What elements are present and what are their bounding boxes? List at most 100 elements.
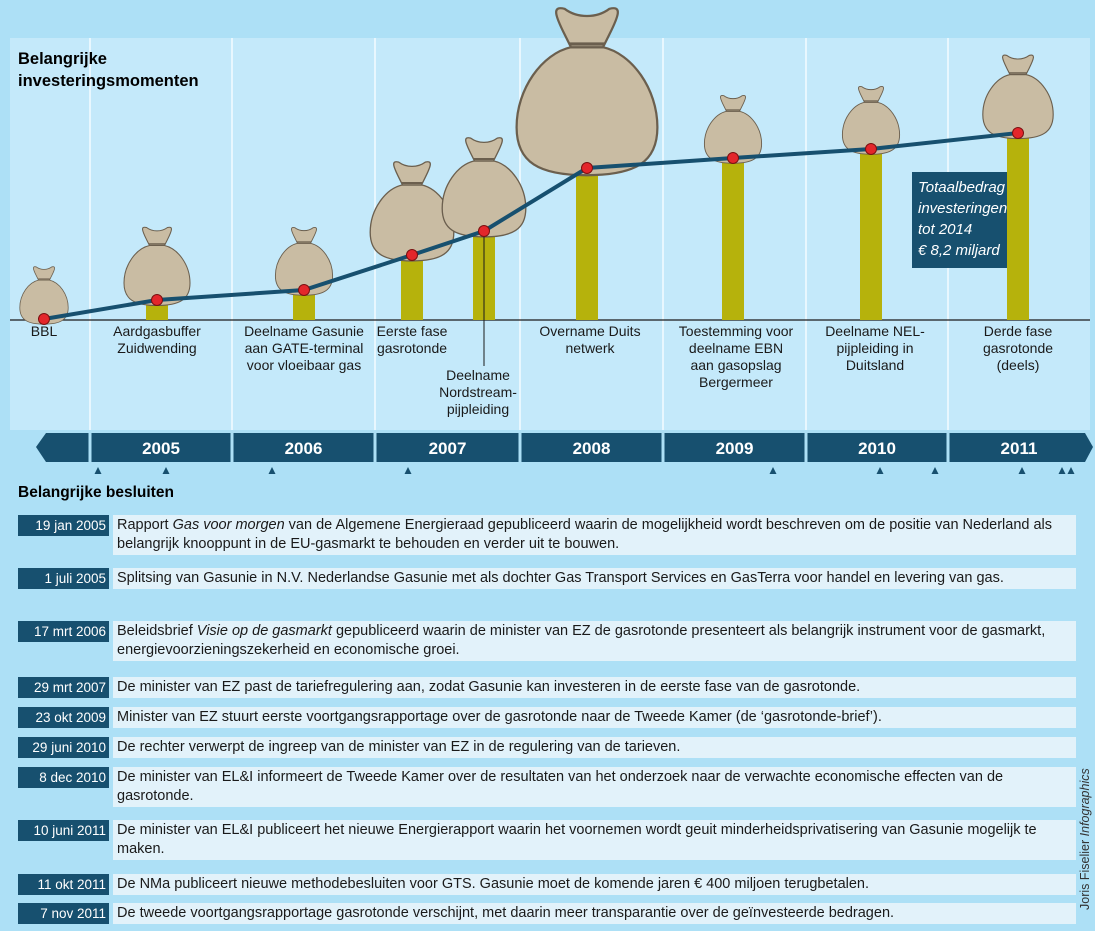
bar [401,255,423,320]
bar [576,168,598,320]
annotation: Totaalbedrag [918,179,1006,196]
dot [728,153,739,164]
event-label: Overname Duits [539,323,640,339]
year-label: 2008 [573,439,611,458]
decision-text-pre: De minister van EL&I informeert de Tweed… [117,769,1003,804]
infographic: BelangrijkeinvesteringsmomentenBBLAardga… [0,0,1095,931]
sack [517,8,658,175]
decision-date: 10 juni 2011 [18,820,109,841]
title: investeringsmomenten [18,72,199,90]
decision-text-em: Gas voor morgen [173,517,285,533]
event-label: Deelname Gasunie [244,323,364,339]
decision-marker [405,467,412,474]
event-label: Eerste fase [377,323,448,339]
event-label: aan GATE-terminal [245,340,364,356]
decision-date: 1 juli 2005 [18,568,109,589]
decision-row: 29 mrt 2007 De minister van EZ past de ta… [18,677,1076,698]
event-label: aan gasopslag [690,357,781,373]
decision-row: 23 okt 2009 Minister van EZ stuurt eerste… [18,707,1076,728]
decision-date: 23 okt 2009 [18,707,109,728]
decision-text-pre: De minister van EZ past de tariefreguler… [117,679,860,695]
decision-text: De NMa publiceert nieuwe methodebesluite… [113,874,1076,895]
decision-text: De tweede voortgangsrapportage gasrotond… [113,903,1076,924]
decision-text: Minister van EZ stuurt eerste voortgangs… [113,707,1076,728]
event-label: Derde fase [984,323,1053,339]
decision-text: De minister van EL&I informeert de Tweed… [113,767,1076,807]
event-label: (deels) [997,357,1040,373]
event-label: Duitsland [846,357,904,373]
year-label: 2011 [1001,439,1038,458]
decisions-title: Belangrijke besluiten [18,484,174,502]
decision-marker [1059,467,1066,474]
decision-row: 1 juli 2005 Splitsing van Gasunie in N.V.… [18,568,1076,589]
title: Belangrijke [18,50,107,68]
event-label: deelname EBN [689,340,783,356]
decision-date: 7 nov 2011 [18,903,109,924]
decision-marker [770,467,777,474]
decision-text-pre: Splitsing van Gasunie in N.V. Nederlands… [117,570,1004,586]
credit-name: Joris Fiselier [1078,840,1092,910]
year-band [36,433,1093,462]
event-label: Bergermeer [699,374,773,390]
dot [152,295,163,306]
decision-text: Splitsing van Gasunie in N.V. Nederlands… [113,568,1076,589]
decision-text: De minister van EZ past de tariefreguler… [113,677,1076,698]
decision-marker [269,467,276,474]
decision-text-em: Visie op de gasmarkt [197,623,332,639]
decision-date: 19 jan 2005 [18,515,109,536]
decision-date: 29 juni 2010 [18,737,109,758]
dot [866,144,877,155]
annotation: investeringen [918,200,1007,217]
year-label: 2006 [285,439,323,458]
event-label: Deelname [446,367,510,383]
dot [407,250,418,261]
event-label: Aardgasbuffer [113,323,201,339]
dot [1013,128,1024,139]
decision-row: 8 dec 2010 De minister van EL&I informeer… [18,767,1076,807]
decision-row: 29 juni 2010 De rechter verwerpt de ingre… [18,737,1076,758]
event-label: Toestemming voor [679,323,794,339]
decision-marker [1068,467,1075,474]
decision-text-pre: Beleidsbrief [117,623,197,639]
bar [860,149,882,320]
decision-text-pre: Minister van EZ stuurt eerste voortgangs… [117,709,882,725]
credit: Joris Fiselier Infographics [1078,768,1092,910]
decision-text-pre: De rechter verwerpt de ingreep van de mi… [117,739,680,755]
decision-date: 29 mrt 2007 [18,677,109,698]
credit-em: Infographics [1078,768,1092,836]
decision-date: 17 mrt 2006 [18,621,109,642]
decision-date: 11 okt 2011 [18,874,109,895]
decision-row: 10 juni 2011 De minister van EL&I publice… [18,820,1076,860]
annotation: € 8,2 miljard [918,242,1000,259]
decision-marker [163,467,170,474]
year-label: 2009 [716,439,754,458]
dot [299,285,310,296]
dot [582,163,593,174]
decision-text: De rechter verwerpt de ingreep van de mi… [113,737,1076,758]
decision-marker [877,467,884,474]
event-label: gasrotonde [983,340,1053,356]
decision-date: 8 dec 2010 [18,767,109,788]
decision-text: De minister van EL&I publiceert het nieu… [113,820,1076,860]
year-label: 2010 [858,439,896,458]
event-label: Deelname NEL- [825,323,925,339]
decision-text: Rapport Gas voor morgen van de Algemene … [113,515,1076,555]
decision-text-pre: De minister van EL&I publiceert het nieu… [117,822,1037,857]
decision-text: Beleidsbrief Visie op de gasmarkt gepubl… [113,621,1076,661]
decision-row: 11 okt 2011 De NMa publiceert nieuwe meth… [18,874,1076,895]
event-label: voor vloeibaar gas [247,357,361,373]
year-label: 2007 [429,439,467,458]
event-label: Zuidwending [117,340,196,356]
decision-marker [95,467,102,474]
bar [722,158,744,320]
decision-marker [1019,467,1026,474]
decision-marker [932,467,939,474]
decision-text-pre: De tweede voortgangsrapportage gasrotond… [117,905,894,921]
annotation: tot 2014 [918,221,972,238]
event-label: pijpleiding in [836,340,913,356]
decision-text-pre: De NMa publiceert nieuwe methodebesluite… [117,876,869,892]
event-label: Nordstream- [439,384,517,400]
